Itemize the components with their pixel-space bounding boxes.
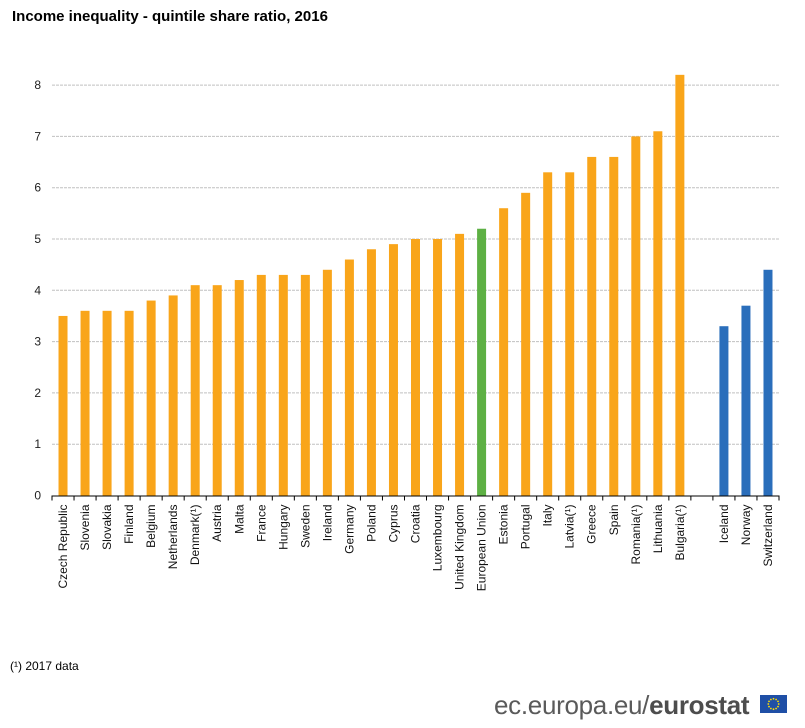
x-tick-label: United Kingdom [453,505,467,590]
y-tick-label: 2 [34,386,41,400]
bars [58,74,773,496]
bar-european-union[interactable] [477,228,487,496]
star-icon [770,707,773,710]
bar-estonia[interactable] [499,208,509,496]
x-tick-label: Czech Republic [56,505,70,589]
x-tick-label: Portugal [519,505,533,550]
x-tick-label: Germany [342,505,356,554]
bar-united-kingdom[interactable] [455,233,465,496]
bar-italy[interactable] [543,172,553,496]
bar-romania[interactable] [631,136,641,496]
bar-netherlands[interactable] [168,295,178,496]
x-tick-label: Latvia(¹) [563,505,577,549]
star-icon [770,698,773,701]
bar-greece[interactable] [587,156,597,496]
star-icon [775,698,778,701]
chart-title: Income inequality - quintile share ratio… [12,8,328,25]
bar-croatia[interactable] [411,239,420,496]
x-tick-label: Iceland [717,505,731,544]
bar-czech-republic[interactable] [58,315,68,496]
x-tick-label: Croatia [409,504,423,543]
bar-hungary[interactable] [278,274,288,496]
x-tick-label: Denmark(¹) [188,505,202,566]
bar-lithuania[interactable] [653,131,663,496]
x-tick-label: Bulgaria(¹) [673,504,687,560]
x-tick-label: Luxembourg [431,505,445,572]
x-tick-label: Romania(¹) [629,505,643,565]
y-tick-label: 0 [34,489,41,503]
x-tick-label: Slovenia [78,504,92,550]
star-icon [775,707,778,710]
star-icon [777,705,780,708]
bar-sweden[interactable] [300,274,310,496]
bar-poland[interactable] [366,249,376,496]
brand-domain: ec.europa.eu/ [494,690,650,720]
star-icon [767,703,770,706]
bar-slovenia[interactable] [80,310,90,496]
x-tick-label: Switzerland [761,505,775,567]
bar-bulgaria[interactable] [675,74,685,496]
y-tick-label: 3 [34,335,41,349]
x-tick-label: Italy [541,505,555,527]
footnote: (¹) 2017 data [10,659,79,673]
y-tick-label: 1 [34,437,41,451]
bar-iceland[interactable] [719,326,729,496]
x-tick-label: France [254,504,268,542]
x-tick-label: Hungary [276,505,290,550]
bar-slovakia[interactable] [102,310,112,496]
star-icon [768,700,771,703]
x-tick-label: European Union [475,505,489,592]
bar-malta[interactable] [234,280,244,496]
x-tick-label: Malta [232,504,246,534]
x-tick-label: Sweden [298,505,312,548]
bar-germany[interactable] [344,259,354,496]
x-axis: Czech Republic Slovenia Slovakia Finland Bel… [51,495,780,592]
x-tick-label: Netherlands [166,505,180,570]
x-tick-label: Spain [607,505,621,536]
star-icon [777,700,780,703]
eu-flag-icon [760,695,788,714]
bar-switzerland[interactable] [763,269,773,496]
y-tick-label: 7 [34,129,41,143]
y-tick-label: 5 [34,232,41,246]
bar-latvia[interactable] [565,172,575,496]
bar-france[interactable] [256,274,266,496]
x-tick-label: Lithuania [651,504,665,553]
x-tick-label: Slovakia [100,504,114,550]
eurostat-brand[interactable]: ec.europa.eu/eurostat [494,690,788,721]
x-tick-label: Norway [739,505,753,546]
bar-finland[interactable] [124,310,134,496]
x-tick-label: Poland [364,505,378,542]
bar-luxembourg[interactable] [433,239,443,496]
bar-belgium[interactable] [146,300,156,496]
y-tick-label: 6 [34,181,41,195]
x-tick-label: Greece [585,504,599,544]
bar-ireland[interactable] [322,269,332,496]
y-axis-ticks: 0 1 2 3 4 5 6 7 8 [34,78,41,502]
star-icon [772,708,775,711]
bar-denmark[interactable] [190,285,200,496]
x-tick-label: Estonia [497,504,511,544]
star-icon [772,698,775,700]
x-tick-label: Austria [210,504,224,542]
y-tick-label: 4 [34,283,41,297]
bar-norway[interactable] [741,305,751,496]
star-icon [778,703,780,706]
bar-spain[interactable] [609,156,619,496]
bar-portugal[interactable] [521,192,531,496]
x-tick-label: Finland [122,505,136,544]
x-tick-label: Cyprus [386,505,400,543]
brand-name: eurostat [649,690,750,720]
x-tick-label: Ireland [320,505,334,542]
star-icon [768,705,771,708]
bar-austria[interactable] [212,285,222,496]
x-tick-label: Belgium [144,505,158,548]
bar-cyprus[interactable] [388,244,398,496]
bar-chart: 0 1 2 3 4 5 6 7 8 Czech Republic Slovenia Slovakia… [34,74,780,592]
y-tick-label: 8 [34,78,41,92]
